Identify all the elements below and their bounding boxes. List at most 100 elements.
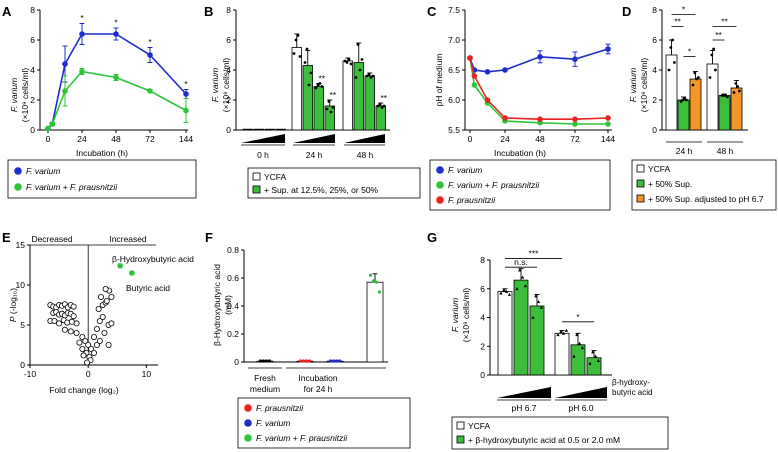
e-ytick-label: 0 bbox=[20, 360, 25, 370]
panel-e-label-bhb: β-Hydroxybutyric acid bbox=[112, 254, 194, 264]
b-bar bbox=[313, 86, 324, 131]
e-ytick-label: 15 bbox=[16, 240, 26, 250]
c-point bbox=[502, 115, 508, 121]
panel-b-ramps bbox=[241, 134, 385, 146]
panel-d-group-24h: 24 h bbox=[676, 146, 693, 156]
d-bar bbox=[677, 99, 690, 131]
b-bar bbox=[302, 65, 313, 131]
f-datapoint bbox=[374, 280, 379, 284]
panel-c: C 5.5 6.0 6.5 7.0 7.5 0 24 48 72 144 pH of medium… bbox=[427, 4, 615, 211]
panel-e-label-butyric: Butyric acid bbox=[126, 283, 170, 293]
e-point bbox=[97, 293, 104, 300]
panel-g-group-ph60: pH 6.0 bbox=[568, 403, 593, 413]
panel-a-ylabel-unit: (×10⁹ cells/ml) bbox=[20, 68, 30, 123]
g-datapoint bbox=[536, 299, 541, 304]
f-datapoint bbox=[331, 359, 336, 363]
d-datapoint bbox=[671, 38, 674, 42]
e-ytick-label: 5 bbox=[20, 320, 25, 330]
c-ytick-label: 6.5 bbox=[448, 65, 460, 75]
c-point bbox=[471, 82, 478, 88]
g-ytick-label: 4 bbox=[480, 313, 485, 323]
d-datapoint bbox=[691, 83, 695, 87]
a-point bbox=[62, 88, 68, 94]
panel-d-legend-box bbox=[631, 159, 777, 211]
e-point bbox=[61, 326, 68, 333]
g-datapoint bbox=[505, 289, 509, 294]
b-datapoint bbox=[343, 59, 347, 63]
g-datapoint bbox=[534, 294, 538, 298]
d-datapoint bbox=[734, 82, 738, 85]
c-series-line bbox=[469, 48, 609, 73]
legend-g-ycfa: YCFA bbox=[468, 421, 491, 431]
e-xtick-label: -10 bbox=[24, 369, 37, 379]
a-point bbox=[183, 107, 189, 114]
e-point bbox=[82, 337, 89, 344]
d-datapoint bbox=[673, 61, 676, 64]
panel-f-legend-box bbox=[237, 397, 411, 449]
b-datapoint bbox=[371, 74, 375, 78]
e-point bbox=[91, 333, 98, 340]
b-datapoint bbox=[378, 103, 382, 106]
panel-b-ylabel-unit: (×10⁹ cells/ml) bbox=[221, 58, 231, 113]
c-point bbox=[537, 116, 543, 122]
d-sig-4-label: ** bbox=[721, 17, 728, 27]
c-point bbox=[484, 69, 491, 75]
c-xtick-label: 144 bbox=[601, 134, 615, 144]
g-bar bbox=[529, 305, 545, 376]
b-datapoint bbox=[292, 52, 296, 55]
b-datapoint bbox=[354, 76, 358, 79]
panel-e-decreased: Decreased bbox=[31, 234, 72, 244]
legend-c-fprausnitzii: F. prausnitzii bbox=[448, 195, 496, 205]
legend-d-ycfa: YCFA bbox=[648, 164, 671, 174]
b-datapoint bbox=[305, 47, 309, 51]
b-datapoint bbox=[356, 43, 360, 46]
f-datapoint bbox=[334, 359, 339, 363]
panel-g-legend-box bbox=[451, 416, 669, 450]
e-point bbox=[103, 297, 110, 304]
c-point bbox=[605, 121, 611, 127]
e-point bbox=[88, 345, 95, 352]
panel-g-ramps bbox=[497, 387, 607, 401]
e-point bbox=[93, 341, 100, 348]
f-datapoint bbox=[298, 359, 303, 363]
b-datapoint bbox=[298, 55, 302, 58]
d-ytick-label: 2 bbox=[652, 95, 657, 105]
a-ytick-label: 6 bbox=[30, 35, 35, 45]
g-datapoint bbox=[556, 332, 560, 337]
g-datapoint bbox=[577, 341, 582, 345]
c-point bbox=[572, 116, 578, 122]
a-point bbox=[147, 52, 153, 58]
a-point bbox=[79, 68, 85, 75]
b-datapoint bbox=[380, 106, 384, 109]
panel-e-ylabel: P (-log₁₀) bbox=[8, 288, 18, 322]
f-bar bbox=[366, 281, 384, 363]
panel-c-ylabel: pH of medium bbox=[434, 54, 444, 107]
e-point bbox=[95, 305, 102, 312]
e-point bbox=[73, 320, 80, 327]
c-xtick-label: 48 bbox=[535, 134, 545, 144]
c-point bbox=[572, 121, 578, 127]
c-point bbox=[484, 97, 491, 103]
e-point-highlight bbox=[129, 270, 135, 276]
b-datapoint bbox=[314, 86, 318, 90]
a-point bbox=[79, 31, 85, 37]
b-datapoint bbox=[360, 58, 364, 61]
panel-a-legend-box bbox=[7, 159, 197, 199]
panel-f-plot: 0 0.2 0.4 0.6 0.8 bbox=[227, 245, 388, 367]
g-datapoint bbox=[561, 331, 566, 335]
f-datapoint bbox=[377, 290, 382, 294]
c-ytick-label: 7.5 bbox=[448, 5, 460, 15]
e-point bbox=[79, 345, 86, 352]
a-series-line bbox=[47, 33, 187, 130]
f-datapoint bbox=[307, 359, 312, 363]
a-point bbox=[147, 88, 153, 94]
panel-b-plot: 0 2 4 6 8 ** ** ** bbox=[226, 5, 390, 135]
c-point bbox=[605, 115, 611, 121]
g-datapoint bbox=[531, 315, 535, 319]
legend-b-open-square bbox=[252, 172, 261, 181]
panel-b-ylabel-name: F. varium bbox=[210, 68, 220, 102]
panel-b-group-24h: 24 h bbox=[306, 150, 323, 160]
